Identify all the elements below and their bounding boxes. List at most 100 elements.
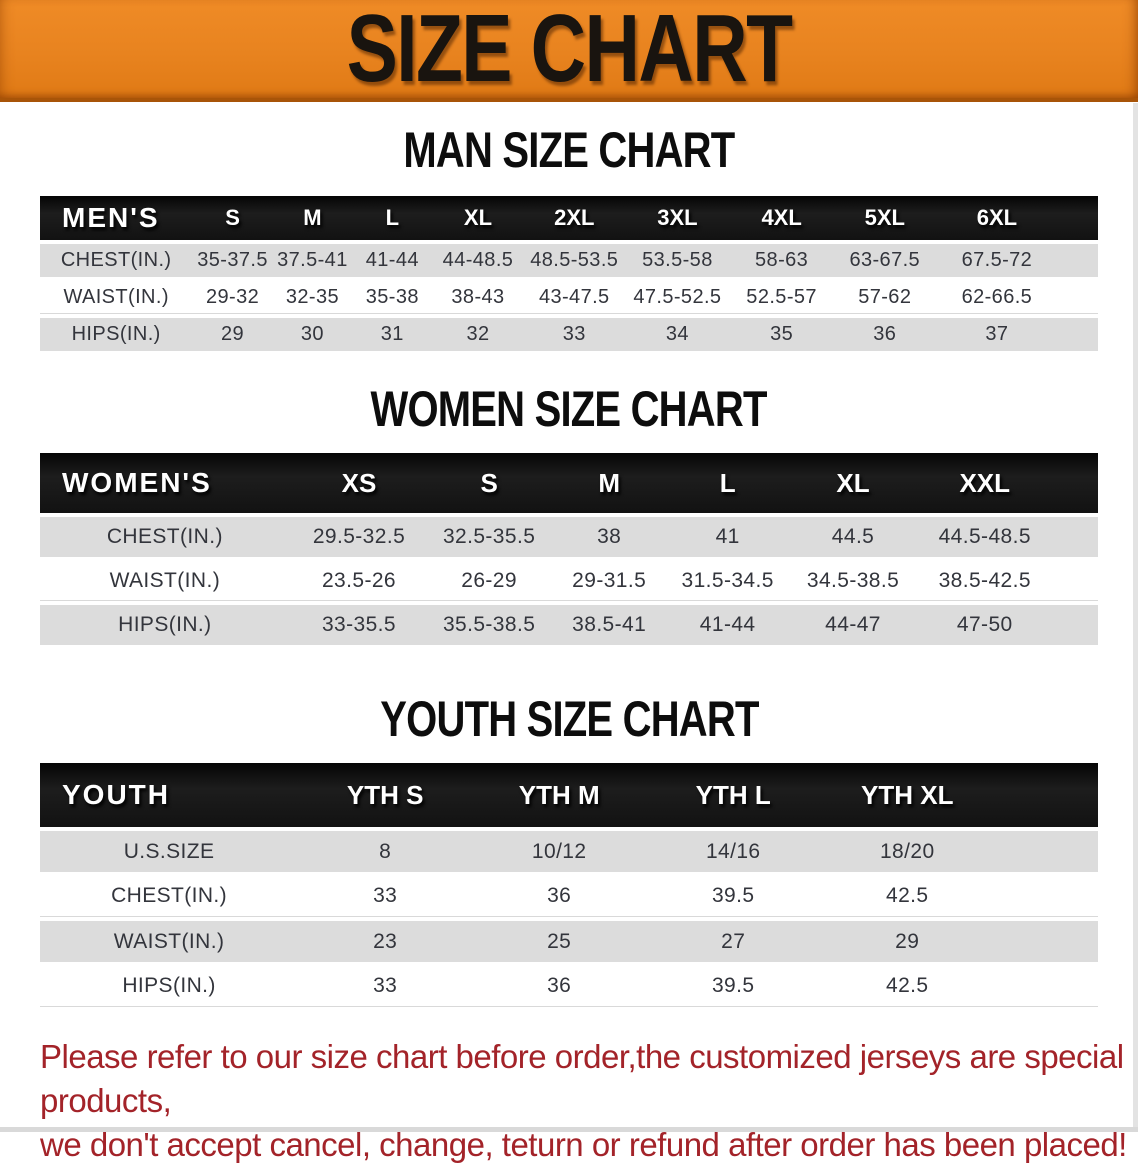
women-table-title: WOMEN'S (40, 453, 290, 513)
table-row: HIPS(IN.) 29 30 31 32 33 34 35 36 37 (40, 318, 1098, 351)
table-row: WAIST(IN.) 23 25 27 29 (40, 921, 1098, 962)
row-filler (994, 966, 1098, 1007)
row-filler (1057, 281, 1098, 314)
youth-table-title: YOUTH (40, 763, 299, 827)
youth-section-heading-text: YOUTH SIZE CHART (379, 691, 759, 747)
table-row: WAIST(IN.) 23.5-26 26-29 29-31.5 31.5-34… (40, 561, 1098, 601)
table-row: HIPS(IN.) 33 36 39.5 42.5 (40, 966, 1098, 1007)
size-value-cell: 26-29 (428, 561, 550, 601)
women-size-table: WOMEN'S XS S M L XL XXL CHEST(IN.) 29.5-… (40, 449, 1098, 649)
size-value-cell: 37 (936, 318, 1058, 351)
scan-edge-right (1133, 103, 1138, 1132)
row-label: WAIST(IN.) (40, 561, 290, 601)
table-row: WAIST(IN.) 29-32 32-35 35-38 38-43 43-47… (40, 281, 1098, 314)
size-column-header: 5XL (833, 196, 937, 240)
size-column-header: 4XL (729, 196, 834, 240)
men-size-table: MEN'S S M L XL 2XL 3XL 4XL 5XL 6XL CHEST… (40, 192, 1098, 355)
size-value-cell: 62-66.5 (936, 281, 1058, 314)
header-filler (1050, 453, 1098, 513)
table-row: CHEST(IN.) 33 36 39.5 42.5 (40, 876, 1098, 917)
size-value-cell: 57-62 (833, 281, 937, 314)
size-value-cell: 10/12 (472, 831, 647, 872)
size-column-header: YTH L (646, 763, 821, 827)
size-value-cell: 47.5-52.5 (625, 281, 730, 314)
size-column-header: XXL (919, 453, 1051, 513)
size-column-header: 3XL (625, 196, 730, 240)
size-value-cell: 33 (523, 318, 626, 351)
row-label: CHEST(IN.) (40, 244, 193, 277)
size-value-cell: 48.5-53.5 (523, 244, 626, 277)
row-filler (994, 831, 1098, 872)
size-value-cell: 33 (298, 876, 473, 917)
size-value-cell: 35 (729, 318, 834, 351)
size-value-cell: 34 (625, 318, 730, 351)
size-value-cell: 63-67.5 (833, 244, 937, 277)
size-column-header: 2XL (523, 196, 626, 240)
row-label: HIPS(IN.) (40, 318, 193, 351)
size-value-cell: 27 (646, 921, 821, 962)
size-value-cell: 30 (272, 318, 353, 351)
size-value-cell: 38 (549, 517, 669, 557)
women-section-heading: WOMEN SIZE CHART (0, 381, 1138, 437)
header-filler (994, 763, 1098, 827)
scan-edge-bottom (0, 1127, 1138, 1132)
size-value-cell: 18/20 (820, 831, 995, 872)
size-column-header: YTH S (298, 763, 473, 827)
youth-header-row: YOUTH YTH S YTH M YTH L YTH XL (40, 763, 1098, 827)
size-value-cell: 41-44 (668, 605, 787, 645)
row-label: CHEST(IN.) (40, 517, 290, 557)
size-column-header: YTH M (472, 763, 647, 827)
size-value-cell: 42.5 (820, 966, 995, 1007)
table-row: HIPS(IN.) 33-35.5 35.5-38.5 38.5-41 41-4… (40, 605, 1098, 645)
size-value-cell: 29.5-32.5 (289, 517, 429, 557)
women-section-heading-text: WOMEN SIZE CHART (370, 381, 768, 437)
table-row: U.S.SIZE 8 10/12 14/16 18/20 (40, 831, 1098, 872)
size-value-cell: 41-44 (352, 244, 433, 277)
size-value-cell: 47-50 (919, 605, 1051, 645)
men-header-row: MEN'S S M L XL 2XL 3XL 4XL 5XL 6XL (40, 196, 1098, 240)
size-value-cell: 58-63 (729, 244, 834, 277)
size-value-cell: 33 (298, 966, 473, 1007)
size-value-cell: 31.5-34.5 (668, 561, 787, 601)
size-value-cell: 67.5-72 (936, 244, 1058, 277)
size-value-cell: 34.5-38.5 (786, 561, 920, 601)
size-column-header: XS (289, 453, 429, 513)
size-value-cell: 38.5-41 (549, 605, 669, 645)
size-value-cell: 52.5-57 (729, 281, 834, 314)
size-value-cell: 33-35.5 (289, 605, 429, 645)
size-column-header: S (192, 196, 273, 240)
size-column-header: L (668, 453, 787, 513)
size-value-cell: 32.5-35.5 (428, 517, 550, 557)
size-column-header: M (549, 453, 669, 513)
disclaimer: Please refer to our size chart before or… (40, 1035, 1138, 1167)
row-label: WAIST(IN.) (40, 281, 193, 314)
banner-title: SIZE CHART (346, 0, 793, 102)
size-value-cell: 44-47 (786, 605, 920, 645)
size-value-cell: 37.5-41 (272, 244, 353, 277)
row-label: CHEST(IN.) (40, 876, 299, 917)
size-value-cell: 53.5-58 (625, 244, 730, 277)
size-value-cell: 39.5 (646, 966, 821, 1007)
row-label: HIPS(IN.) (40, 966, 299, 1007)
size-value-cell: 35-38 (352, 281, 433, 314)
row-filler (1050, 605, 1098, 645)
size-value-cell: 44-48.5 (432, 244, 524, 277)
size-column-header: L (352, 196, 433, 240)
size-value-cell: 23 (298, 921, 473, 962)
size-column-header: YTH XL (820, 763, 995, 827)
disclaimer-line-1: Please refer to our size chart before or… (40, 1038, 1124, 1119)
row-label: WAIST(IN.) (40, 921, 299, 962)
size-column-header: XL (432, 196, 524, 240)
row-label: U.S.SIZE (40, 831, 299, 872)
size-value-cell: 32 (432, 318, 524, 351)
men-table-title: MEN'S (40, 196, 193, 240)
size-value-cell: 39.5 (646, 876, 821, 917)
row-filler (1050, 517, 1098, 557)
row-filler (1050, 561, 1098, 601)
banner: SIZE CHART (0, 0, 1138, 102)
size-value-cell: 36 (833, 318, 937, 351)
row-label: HIPS(IN.) (40, 605, 290, 645)
youth-section-heading: YOUTH SIZE CHART (0, 691, 1138, 747)
size-value-cell: 8 (298, 831, 473, 872)
size-value-cell: 35.5-38.5 (428, 605, 550, 645)
